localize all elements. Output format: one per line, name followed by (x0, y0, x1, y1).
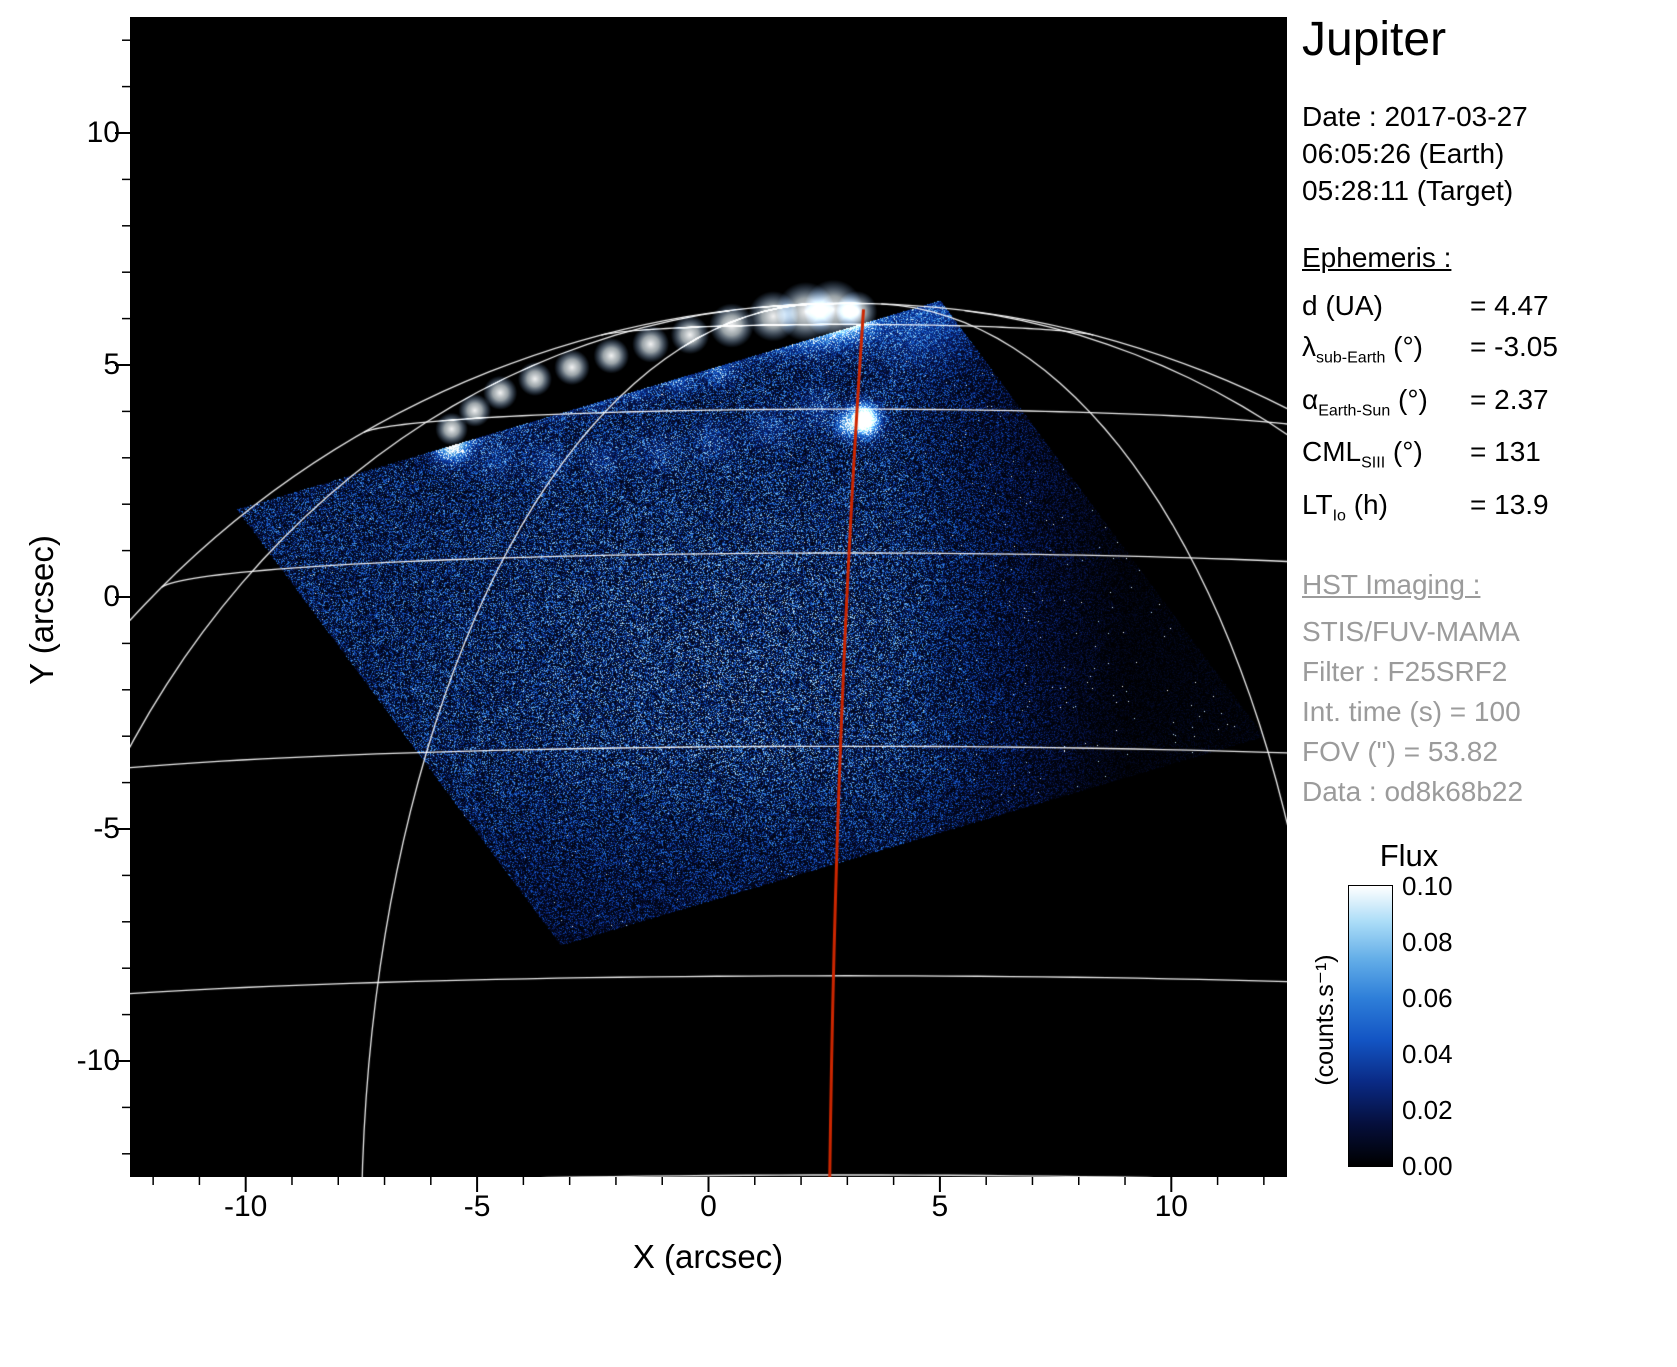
y-tick-label: 10 (86, 116, 120, 149)
hst-imaging-line: FOV (") = 53.82 (1302, 736, 1498, 768)
hst-imaging-line: Filter : F25SRF2 (1302, 656, 1508, 688)
y-tick-label: 0 (103, 580, 120, 613)
ephemeris-list: d (UA) = 4.47 λsub-Earth (°) = -3.05 αEarth-… (1302, 285, 1674, 536)
ephemeris-heading: Ephemeris : (1302, 242, 1452, 273)
colorbar (1348, 885, 1393, 1167)
colorbar-tick-label: 0.08 (1402, 927, 1453, 957)
colorbar-tick-label: 0.00 (1402, 1151, 1453, 1181)
x-tick-label: 10 (1154, 1190, 1188, 1223)
info-panel: Jupiter Date : 2017-03-27 06:05:26 (Eart… (1302, 12, 1674, 812)
x-tick-label: -10 (224, 1190, 268, 1223)
jupiter-fuv-aurora-image (130, 17, 1287, 1177)
colorbar-title: Flux (1379, 838, 1439, 873)
hst-imaging-heading: HST Imaging : (1302, 569, 1481, 601)
ephemeris-row: d (UA) = 4.47 (1302, 290, 1549, 321)
colorbar-unit-label: (counts.s⁻¹) (1311, 954, 1339, 1086)
hst-imaging-line: STIS/FUV-MAMA (1302, 616, 1520, 648)
colorbar-tick-label: 0.10 (1402, 871, 1453, 901)
time-target: 05:28:11 (Target) (1302, 175, 1514, 206)
y-tick-label: -10 (76, 1044, 120, 1077)
time-earth: 06:05:26 (Earth) (1302, 138, 1505, 169)
x-tick-label: -5 (463, 1190, 491, 1223)
y-tick-label: 5 (103, 348, 120, 381)
ephemeris-row: αEarth-Sun (°) = 2.37 (1302, 383, 1549, 420)
figure-title: Jupiter (1302, 13, 1447, 66)
y-tick-label: -5 (93, 812, 120, 845)
x-tick-label: 5 (931, 1190, 949, 1223)
x-axis-title: X (arcsec) (632, 1238, 784, 1275)
hst-imaging-line: Data : od8k68b22 (1302, 776, 1524, 808)
x-tick-label: 0 (700, 1190, 717, 1223)
colorbar-tick-label: 0.02 (1402, 1095, 1453, 1125)
ephemeris-row: LTIo (h) = 13.9 (1302, 488, 1549, 525)
hst-imaging-line: Int. time (s) = 100 (1302, 696, 1521, 728)
ephemeris-row: CMLSIII (°) = 131 (1302, 436, 1541, 472)
colorbar-tick-label: 0.06 (1402, 983, 1453, 1013)
hst-imaging-list: STIS/FUV-MAMA Filter : F25SRF2 Int. time (… (1302, 612, 1674, 812)
date-line: Date : 2017-03-27 (1302, 101, 1528, 132)
colorbar-tick-label: 0.04 (1402, 1039, 1453, 1069)
ephemeris-row: λsub-Earth (°) = -3.05 (1302, 331, 1558, 367)
observation-date-block: Date : 2017-03-27 06:05:26 (Earth) 05:28… (1302, 98, 1674, 209)
